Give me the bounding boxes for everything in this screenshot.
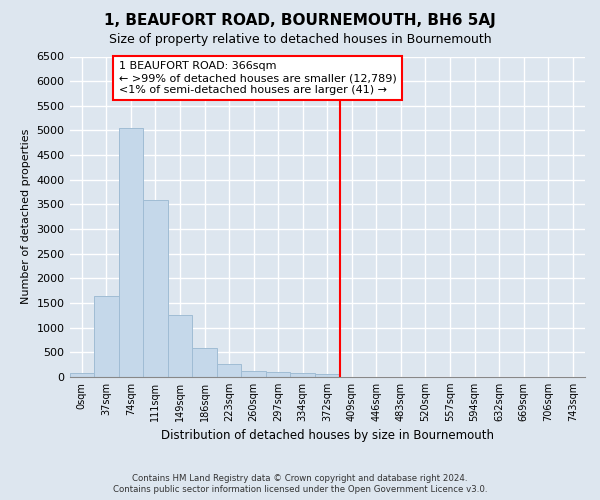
- Bar: [119, 128, 143, 377]
- Bar: [192, 348, 217, 377]
- Y-axis label: Number of detached properties: Number of detached properties: [21, 129, 31, 304]
- Bar: [315, 374, 340, 377]
- Text: 1, BEAUFORT ROAD, BOURNEMOUTH, BH6 5AJ: 1, BEAUFORT ROAD, BOURNEMOUTH, BH6 5AJ: [104, 12, 496, 28]
- X-axis label: Distribution of detached houses by size in Bournemouth: Distribution of detached houses by size …: [161, 430, 494, 442]
- Text: Size of property relative to detached houses in Bournemouth: Size of property relative to detached ho…: [109, 32, 491, 46]
- Bar: [290, 374, 315, 377]
- Bar: [168, 314, 192, 377]
- Text: 1 BEAUFORT ROAD: 366sqm
← >99% of detached houses are smaller (12,789)
<1% of se: 1 BEAUFORT ROAD: 366sqm ← >99% of detach…: [119, 62, 397, 94]
- Bar: [217, 364, 241, 377]
- Text: Contains HM Land Registry data © Crown copyright and database right 2024.
Contai: Contains HM Land Registry data © Crown c…: [113, 474, 487, 494]
- Bar: [94, 296, 119, 377]
- Bar: [241, 371, 266, 377]
- Bar: [266, 372, 290, 377]
- Bar: [70, 374, 94, 377]
- Bar: [143, 200, 168, 377]
